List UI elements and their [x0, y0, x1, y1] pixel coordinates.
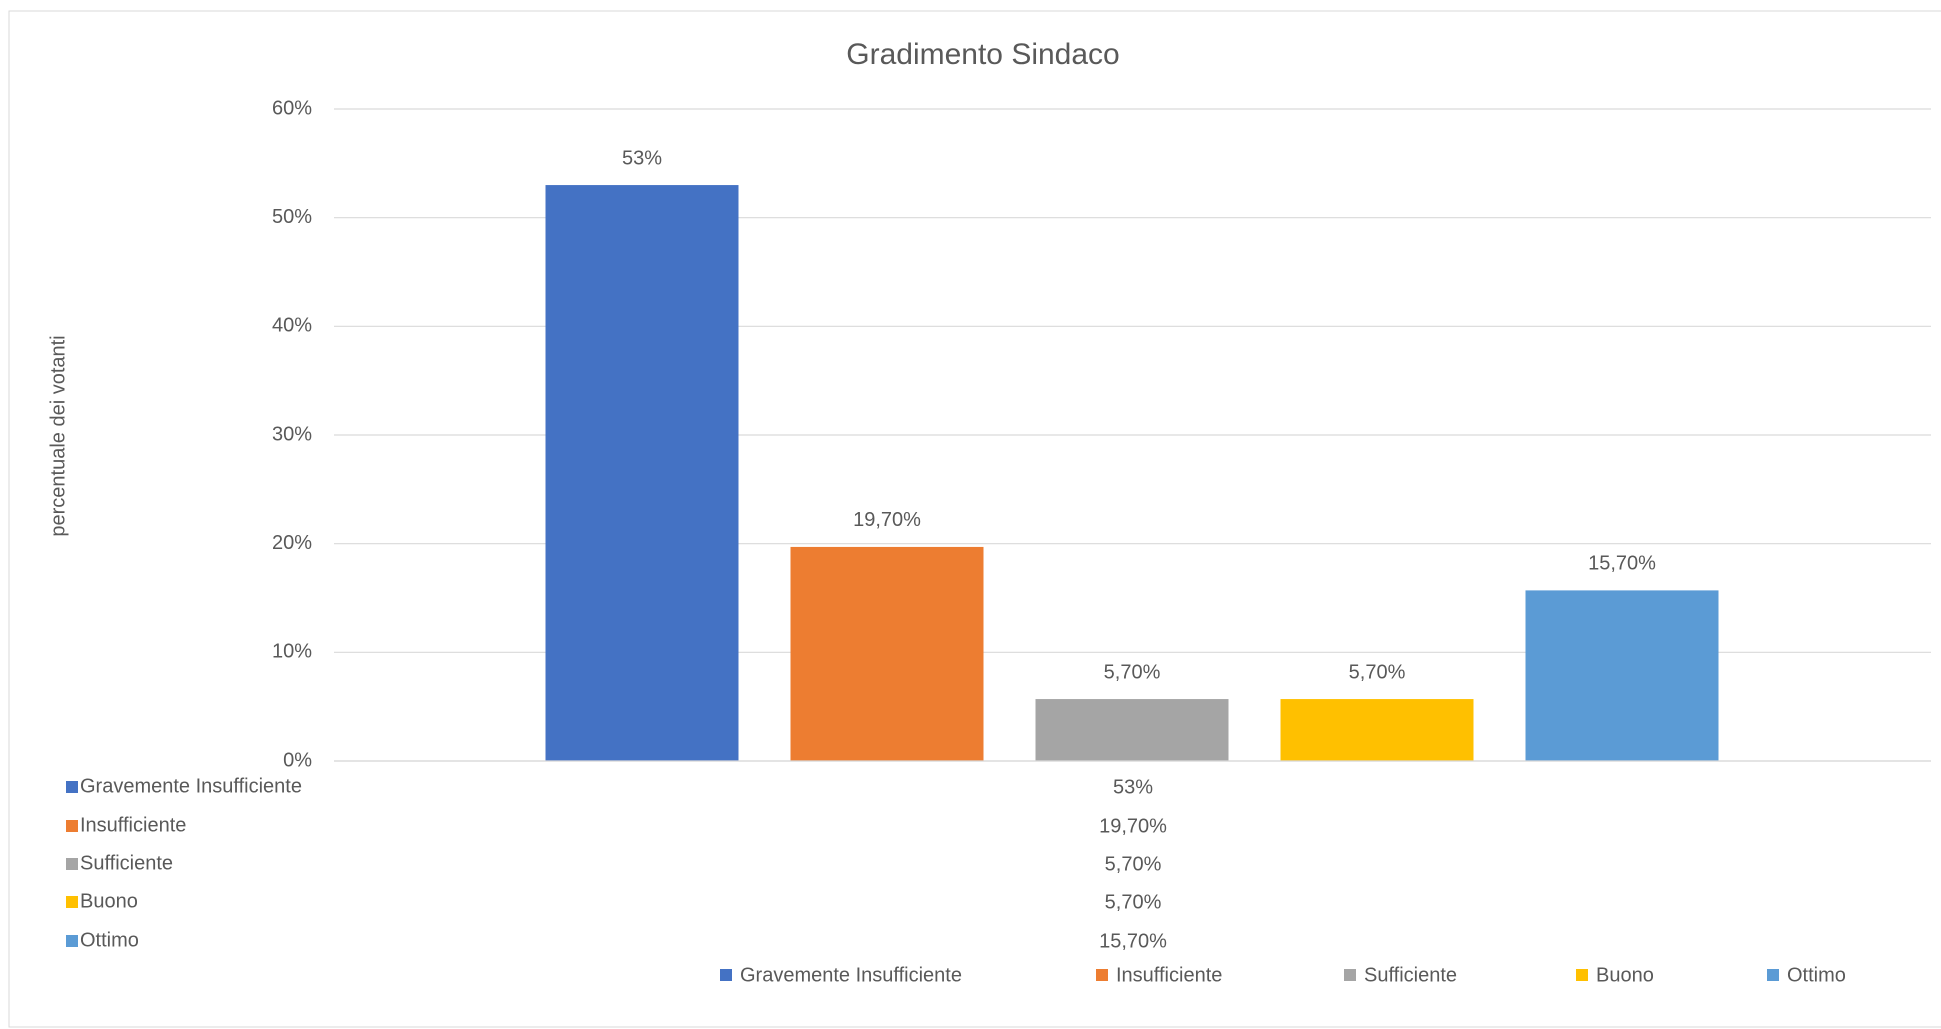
table-series-name: Gravemente Insufficiente [80, 775, 302, 797]
y-tick-label: 50% [272, 206, 312, 228]
legend-label: Ottimo [1787, 964, 1846, 986]
bar [1525, 590, 1719, 761]
chart-title: Gradimento Sindaco [846, 38, 1120, 71]
table-series-name: Insufficiente [80, 814, 186, 836]
bar [1035, 699, 1229, 761]
data-label: 15,70% [1588, 553, 1656, 575]
data-label: 5,70% [1349, 661, 1406, 683]
y-axis-label: percentuale dei votanti [47, 335, 69, 536]
bar [790, 546, 984, 761]
table-series-name: Buono [80, 890, 138, 912]
y-tick-label: 60% [272, 97, 312, 119]
legend-key [1096, 969, 1108, 981]
table-value: 15,70% [1099, 930, 1167, 952]
data-label: 53% [622, 147, 662, 169]
data-label: 19,70% [853, 509, 921, 531]
bar [545, 185, 739, 762]
y-tick-label: 10% [272, 641, 312, 663]
table-value: 19,70% [1099, 815, 1167, 837]
table-value: 5,70% [1105, 853, 1162, 875]
y-tick-label: 20% [272, 532, 312, 554]
y-tick-label: 0% [283, 749, 312, 771]
table-series-name: Ottimo [80, 929, 139, 951]
table-legend-key [66, 820, 78, 832]
legend-key [1344, 969, 1356, 981]
table-value: 53% [1113, 776, 1153, 798]
table-series-name: Sufficiente [80, 852, 173, 874]
y-tick-label: 30% [272, 423, 312, 445]
legend-label: Gravemente Insufficiente [740, 964, 962, 986]
legend-label: Sufficiente [1364, 964, 1457, 986]
table-value: 5,70% [1105, 891, 1162, 913]
data-label: 5,70% [1104, 661, 1161, 683]
table-legend-key [66, 935, 78, 947]
legend-label: Insufficiente [1116, 964, 1222, 986]
legend-key [1767, 969, 1779, 981]
y-tick-label: 40% [272, 315, 312, 337]
bar [1280, 699, 1474, 761]
chart-border [8, 10, 1941, 1028]
legend-label: Buono [1596, 964, 1654, 986]
legend-key [720, 969, 732, 981]
legend-key [1576, 969, 1588, 981]
table-legend-key [66, 781, 78, 793]
table-legend-key [66, 858, 78, 870]
table-legend-key [66, 896, 78, 908]
